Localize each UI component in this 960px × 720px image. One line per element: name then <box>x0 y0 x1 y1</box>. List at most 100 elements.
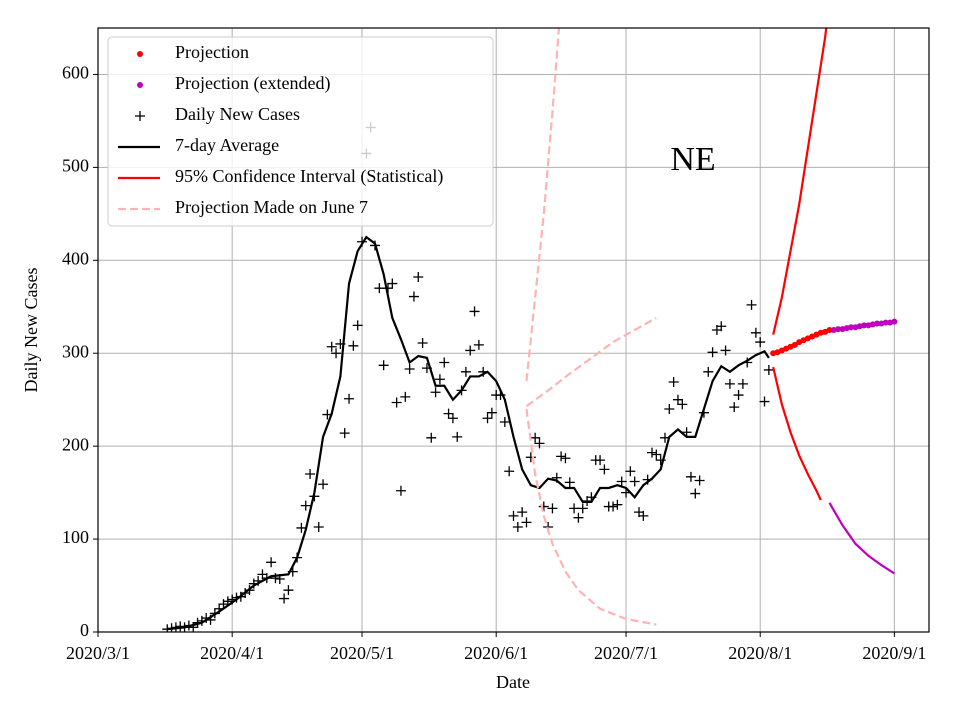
case-marker <box>672 394 683 405</box>
x-tick-label: 2020/4/1 <box>200 643 264 663</box>
legend-label: Daily New Cases <box>175 104 300 124</box>
case-marker <box>460 366 471 377</box>
case-marker <box>521 517 532 528</box>
projection-point <box>848 324 855 331</box>
case-marker <box>668 377 679 388</box>
case-marker <box>538 501 549 512</box>
projection-point <box>874 320 881 327</box>
case-marker <box>729 402 740 413</box>
case-marker <box>664 403 675 414</box>
case-marker <box>577 503 588 514</box>
case-marker <box>447 413 458 424</box>
case-marker <box>733 390 744 401</box>
case-marker <box>408 291 419 302</box>
case-marker <box>374 283 385 294</box>
case-marker <box>452 431 463 442</box>
case-marker <box>530 432 541 443</box>
axes-frame <box>97 27 930 633</box>
case-marker <box>318 479 329 490</box>
case-marker <box>391 397 402 408</box>
series-line <box>525 28 561 382</box>
case-marker <box>560 453 571 464</box>
annotation: NE <box>670 141 715 178</box>
x-tick-label: 2020/3/1 <box>66 643 130 663</box>
case-marker <box>417 338 428 349</box>
ticks: 0 100 200 300 400 500 600 2020/3/1 2020/4/1 2020/… <box>62 63 926 664</box>
case-marker <box>612 499 623 510</box>
case-marker <box>469 306 480 317</box>
case-marker <box>395 485 406 496</box>
y-tick-label: 300 <box>62 341 89 361</box>
case-marker <box>556 451 567 462</box>
case-marker <box>305 469 316 480</box>
case-marker <box>525 452 536 463</box>
series-line <box>828 502 895 575</box>
case-marker <box>348 340 359 351</box>
case-marker <box>326 341 337 352</box>
y-tick-label: 0 <box>80 620 89 640</box>
legend-label: 95% Confidence Interval (Statistical) <box>175 166 443 187</box>
case-marker <box>443 408 454 419</box>
case-marker <box>694 475 705 486</box>
projection-point <box>891 318 898 325</box>
case-marker <box>685 471 696 482</box>
case-marker <box>352 320 363 331</box>
case-marker <box>473 339 484 350</box>
case-marker <box>439 357 450 368</box>
case-marker <box>547 503 558 514</box>
legend-symbol <box>137 82 143 88</box>
y-tick-label: 100 <box>62 527 89 547</box>
y-axis-label: Daily New Cases <box>21 268 41 393</box>
case-marker <box>651 449 662 460</box>
legend: Projection Projection (extended) Daily New… <box>107 36 494 227</box>
case-marker <box>344 393 355 404</box>
x-tick-label: 2020/8/1 <box>728 643 792 663</box>
case-marker <box>339 428 350 439</box>
x-axis-label: Date <box>496 672 530 692</box>
case-marker <box>690 488 701 499</box>
y-tick-label: 500 <box>62 156 89 176</box>
case-marker <box>331 348 342 359</box>
case-marker <box>608 501 619 512</box>
case-marker <box>534 438 545 449</box>
legend-symbol <box>135 111 145 121</box>
case-marker <box>755 337 766 348</box>
legend-box <box>107 36 494 227</box>
series-line <box>167 235 770 631</box>
case-marker <box>465 345 476 356</box>
case-marker <box>512 521 523 532</box>
case-marker <box>266 557 277 568</box>
case-marker <box>763 364 774 375</box>
case-marker <box>638 510 649 521</box>
projection-point <box>835 326 842 333</box>
case-marker <box>720 345 731 356</box>
case-marker <box>759 396 770 407</box>
case-marker <box>504 466 515 477</box>
legend-label: Projection Made on June 7 <box>175 197 368 217</box>
legend-label: Projection <box>175 42 249 62</box>
series-line <box>525 408 657 626</box>
case-marker <box>647 447 657 458</box>
case-marker <box>569 503 580 514</box>
plot-area <box>162 28 898 632</box>
projection-point <box>882 319 889 326</box>
y-tick-label: 600 <box>62 63 89 83</box>
case-marker <box>486 407 497 418</box>
case-marker <box>283 585 294 596</box>
case-marker <box>746 299 757 310</box>
case-marker <box>387 278 398 289</box>
case-marker <box>430 387 441 398</box>
case-marker <box>599 464 610 475</box>
case-marker <box>279 593 290 604</box>
case-marker <box>724 378 735 389</box>
case-marker <box>750 327 761 338</box>
case-marker <box>296 522 307 533</box>
case-marker <box>564 477 575 488</box>
x-tick-label: 2020/6/1 <box>464 643 528 663</box>
x-tick-label: 2020/9/1 <box>862 643 926 663</box>
x-tick-label: 2020/7/1 <box>594 643 658 663</box>
series-line <box>772 28 828 335</box>
legend-label: 7-day Average <box>175 135 279 155</box>
case-marker <box>300 500 311 511</box>
